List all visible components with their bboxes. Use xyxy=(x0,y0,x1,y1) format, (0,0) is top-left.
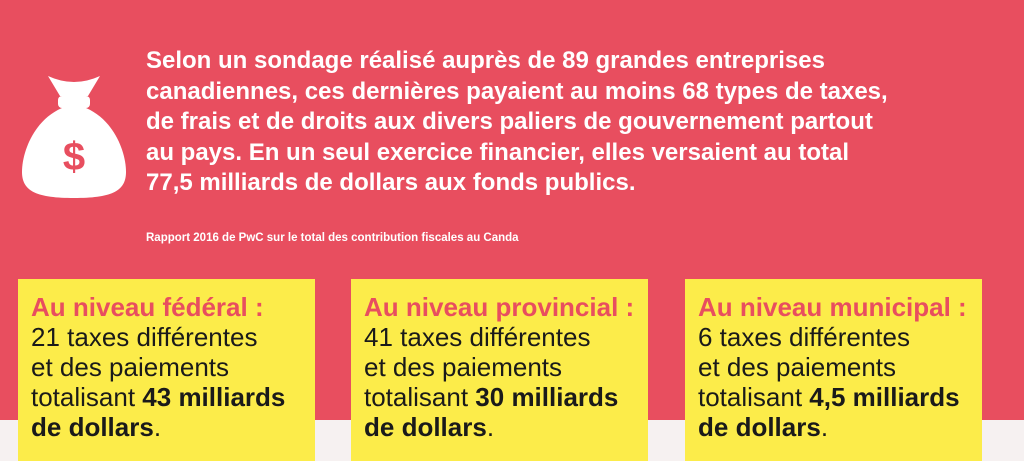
card-federal: Au niveau fédéral : 21 taxes différentes… xyxy=(18,279,315,461)
card-line: et des paiements xyxy=(364,352,563,382)
card-line: 41 taxes différentes xyxy=(364,322,591,352)
card-line: totalisant 30 milliards xyxy=(364,382,648,412)
card-title: Au niveau municipal : xyxy=(698,292,967,322)
card-line: totalisant 4,5 milliards xyxy=(698,382,982,412)
card-amount: 4,5 milliards xyxy=(809,382,960,412)
card-amount: 43 milliards xyxy=(142,382,286,412)
money-bag-icon: $ xyxy=(22,76,126,198)
card-period: . xyxy=(486,412,495,442)
card-title: Au niveau fédéral : xyxy=(31,292,264,322)
card-period: . xyxy=(820,412,829,442)
card-text: totalisant xyxy=(698,382,810,412)
card-period: . xyxy=(153,412,162,442)
source-citation: Rapport 2016 de PwC sur le total des con… xyxy=(146,232,519,244)
card-line: totalisant 43 milliards xyxy=(31,382,315,412)
card-line: et des paiements xyxy=(698,352,897,382)
card-line: de dollars. xyxy=(364,412,648,442)
card-currency: de dollars xyxy=(364,412,487,442)
card-currency: de dollars xyxy=(31,412,154,442)
card-line: 6 taxes différentes xyxy=(698,322,910,352)
card-line: de dollars. xyxy=(698,412,982,442)
card-line: de dollars. xyxy=(31,412,315,442)
intro-line: 77,5 milliards de dollars aux fonds publ… xyxy=(146,169,636,196)
card-text: totalisant xyxy=(31,382,143,412)
card-text: totalisant xyxy=(364,382,476,412)
card-line: et des paiements xyxy=(31,352,230,382)
card-municipal: Au niveau municipal : 6 taxes différente… xyxy=(685,279,982,461)
intro-line: Selon un sondage réalisé auprès de 89 gr… xyxy=(146,47,825,74)
card-amount: 30 milliards xyxy=(475,382,619,412)
intro-paragraph: Selon un sondage réalisé auprès de 89 gr… xyxy=(146,46,1006,199)
card-currency: de dollars xyxy=(698,412,821,442)
intro-line: canadiennes, ces dernières payaient au m… xyxy=(146,77,888,105)
intro-line: au pays. En un seul exercice financier, … xyxy=(146,138,849,166)
card-line: 21 taxes différentes xyxy=(31,322,258,352)
svg-text:$: $ xyxy=(63,135,85,179)
card-title: Au niveau provincial : xyxy=(364,292,635,322)
intro-line: de frais et de droits aux divers paliers… xyxy=(146,108,873,135)
card-provincial: Au niveau provincial : 41 taxes différen… xyxy=(351,279,648,461)
